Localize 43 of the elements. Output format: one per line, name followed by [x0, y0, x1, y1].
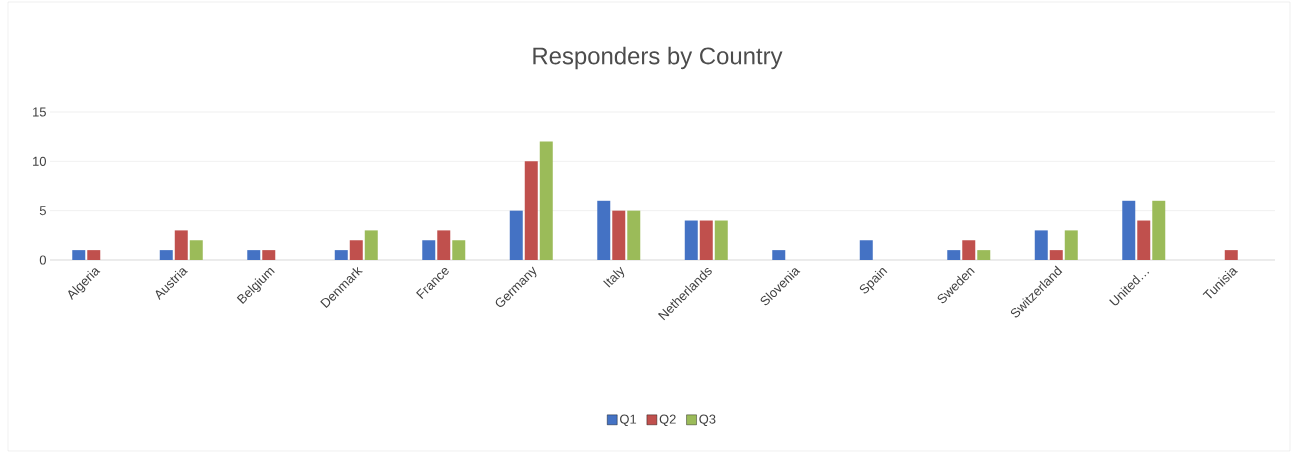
bar	[1224, 250, 1238, 260]
bar	[1152, 200, 1166, 260]
bar	[437, 230, 451, 260]
bar	[72, 250, 86, 260]
y-tick-label: 10	[33, 156, 46, 166]
bar	[189, 240, 203, 260]
legend-label: Q3	[699, 414, 716, 427]
bar	[699, 220, 713, 260]
bar	[1064, 230, 1078, 260]
bar	[1034, 230, 1048, 260]
y-tick-label: 0	[39, 255, 46, 265]
bar	[977, 250, 991, 260]
legend-label: Q1	[620, 414, 637, 427]
bar	[1049, 250, 1063, 260]
bar	[349, 240, 363, 260]
bar	[539, 141, 553, 260]
bar	[87, 250, 101, 260]
bar	[947, 250, 961, 260]
bar	[247, 250, 261, 260]
x-tick-label: Italy	[603, 266, 625, 288]
bar	[509, 210, 523, 260]
bar	[1122, 200, 1136, 260]
bar	[422, 240, 436, 260]
bar	[612, 210, 626, 260]
bar	[859, 240, 873, 260]
bar	[174, 230, 188, 260]
bar	[684, 220, 698, 260]
legend-label: Q2	[659, 414, 676, 427]
bar	[364, 230, 378, 260]
bar	[772, 250, 786, 260]
bar	[1137, 220, 1151, 260]
chart-title: Responders by Country	[533, 46, 783, 70]
y-tick-label: 15	[33, 107, 46, 117]
bar	[597, 200, 611, 260]
bar	[452, 240, 466, 260]
bar	[159, 250, 173, 260]
bar	[334, 250, 348, 260]
bar	[262, 250, 276, 260]
bar	[962, 240, 976, 260]
y-tick-label: 5	[39, 206, 46, 216]
bar	[627, 210, 641, 260]
bar	[714, 220, 728, 260]
bar	[524, 161, 538, 260]
